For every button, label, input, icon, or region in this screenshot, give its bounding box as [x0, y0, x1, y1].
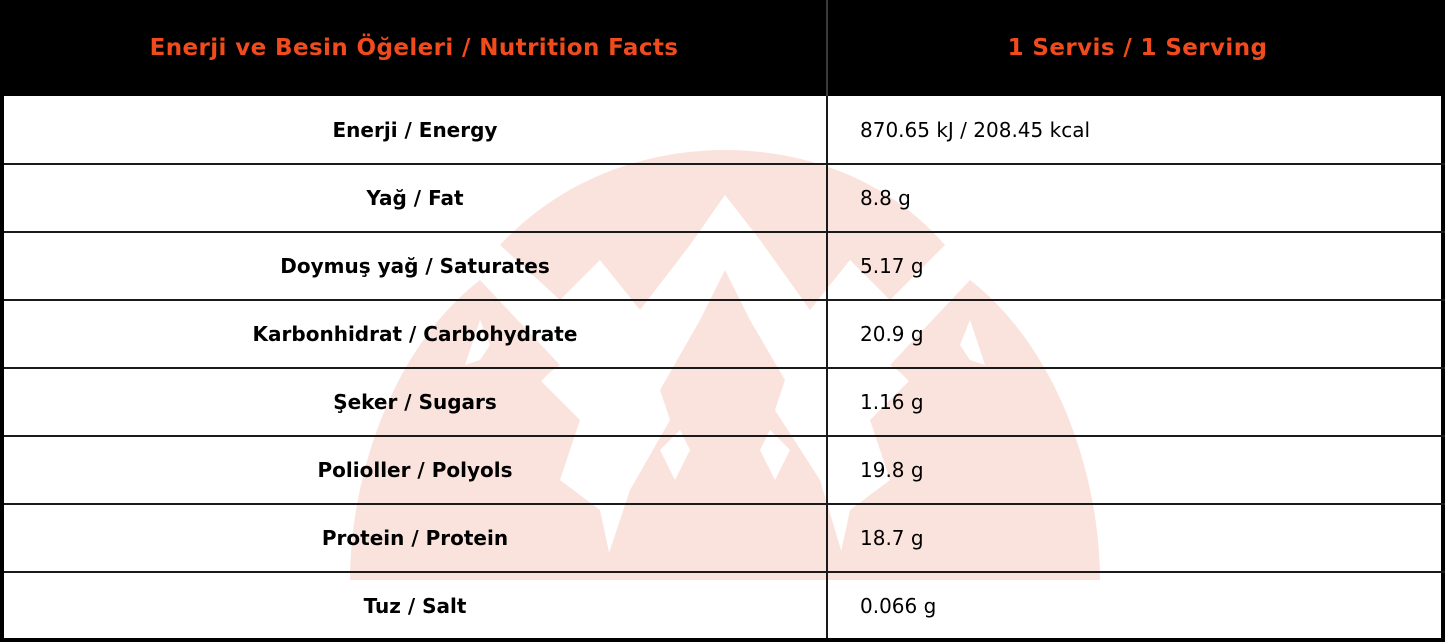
table-row: Polioller / Polyols 19.8 g: [0, 436, 1445, 505]
row-label-sugars: Şeker / Sugars: [0, 368, 828, 437]
row-label-energy: Enerji / Energy: [0, 96, 828, 165]
row-label-protein: Protein / Protein: [0, 504, 828, 573]
table-row: Şeker / Sugars 1.16 g: [0, 368, 1445, 437]
table-row: Protein / Protein 18.7 g: [0, 504, 1445, 573]
table-row: Enerji / Energy 870.65 kJ / 208.45 kcal: [0, 96, 1445, 165]
row-label-salt: Tuz / Salt: [0, 572, 828, 642]
row-value-carbohydrate: 20.9 g: [827, 300, 1445, 369]
table-row: Tuz / Salt 0.066 g: [0, 572, 1445, 642]
row-label-polyols: Polioller / Polyols: [0, 436, 828, 505]
table-row: Karbonhidrat / Carbohydrate 20.9 g: [0, 300, 1445, 369]
row-value-salt: 0.066 g: [827, 572, 1445, 642]
row-label-carbohydrate: Karbonhidrat / Carbohydrate: [0, 300, 828, 369]
table-row: Yağ / Fat 8.8 g: [0, 164, 1445, 233]
row-label-fat: Yağ / Fat: [0, 164, 828, 233]
header-nutrition-facts: Enerji ve Besin Öğeleri / Nutrition Fact…: [2, 0, 828, 96]
header-serving: 1 Servis / 1 Serving: [827, 0, 1445, 96]
row-value-protein: 18.7 g: [827, 504, 1445, 573]
row-label-saturates: Doymuş yağ / Saturates: [0, 232, 828, 301]
row-value-saturates: 5.17 g: [827, 232, 1445, 301]
row-value-fat: 8.8 g: [827, 164, 1445, 233]
table-row: Doymuş yağ / Saturates 5.17 g: [0, 232, 1445, 301]
row-value-polyols: 19.8 g: [827, 436, 1445, 505]
table-header-row: Enerji ve Besin Öğeleri / Nutrition Fact…: [2, 0, 1445, 96]
row-value-energy: 870.65 kJ / 208.45 kcal: [827, 96, 1445, 165]
row-value-sugars: 1.16 g: [827, 368, 1445, 437]
